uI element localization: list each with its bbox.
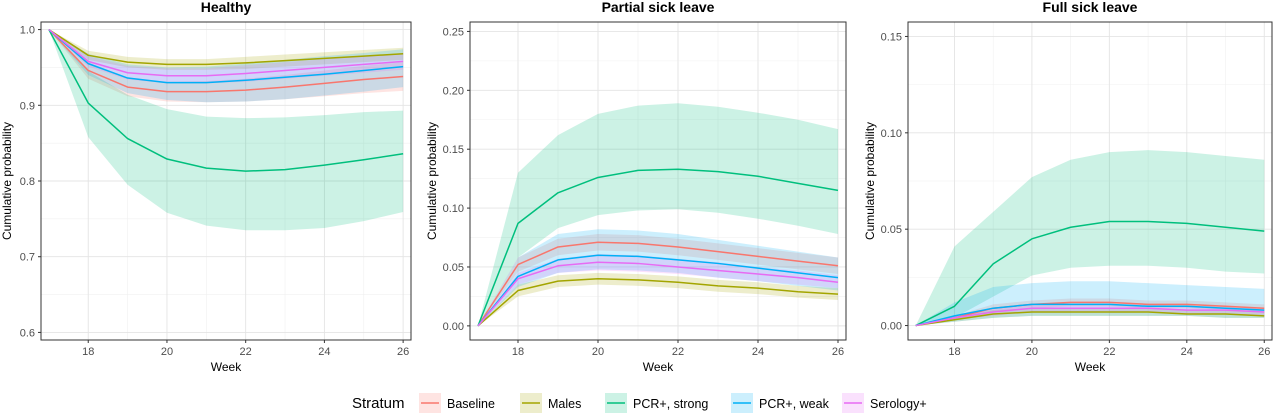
ci-ribbon-baseline <box>915 298 1265 326</box>
series-line-pcr-strong <box>915 220 1265 327</box>
panel-border <box>907 21 1273 341</box>
y-tick-label: 0.05 <box>443 262 464 274</box>
y-tick-label: 0.05 <box>881 224 902 236</box>
panel-border <box>469 21 847 341</box>
y-axis-label: Cumulative probability <box>863 122 877 240</box>
panel-title: Partial sick leave <box>602 0 715 15</box>
panel-full-sick-leave: 0.00 0.05 0.10 0.15 18 20 22 24 26 Full sick leav… <box>863 0 1273 374</box>
x-tick-label: 20 <box>592 346 604 358</box>
legend-item-serology: Serology+ <box>842 393 927 413</box>
x-tick-label: 20 <box>161 346 173 358</box>
y-tick-label: 0.20 <box>443 85 464 97</box>
legend-label: Baseline <box>447 397 495 411</box>
series-line-pcr-weak <box>48 29 404 84</box>
y-tick-label: 0.00 <box>443 321 464 333</box>
y-tick-label: 1.0 <box>20 25 35 37</box>
y-tick-label: 0.6 <box>20 327 35 339</box>
y-tick-label: 0.25 <box>443 26 464 38</box>
x-tick-label: 26 <box>832 346 844 358</box>
panel-healthy: 0.6 0.7 0.8 0.9 1.0 18 20 22 24 26 Healthy Week Cumu… <box>0 0 412 374</box>
x-tick-label: 22 <box>672 346 684 358</box>
series-line-pcr-weak <box>915 303 1265 327</box>
legend-label: Males <box>548 397 581 411</box>
x-tick-label: 18 <box>948 346 960 358</box>
series-line-males <box>48 28 404 66</box>
series-line-baseline <box>915 301 1265 327</box>
legend-title: Stratum <box>352 395 405 412</box>
ci-ribbon-pcr-strong <box>915 150 1265 326</box>
x-axis-label: Week <box>643 360 674 374</box>
series-line-baseline <box>48 29 404 93</box>
series-line-males <box>477 278 839 327</box>
ci-ribbon-males <box>48 29 404 70</box>
panel-partial-sick-leave: 0.00 0.05 0.10 0.15 0.20 0.25 18 20 22 24 26 Partia… <box>425 0 847 374</box>
y-tick-label: 0.8 <box>20 176 35 188</box>
ci-ribbon-serology <box>48 29 404 84</box>
series-line-males <box>915 311 1265 327</box>
y-tick-label: 0.15 <box>443 144 464 156</box>
x-tick-label: 22 <box>1103 346 1115 358</box>
y-axis-label: Cumulative probability <box>425 122 439 240</box>
series-line-baseline <box>477 241 839 327</box>
ci-ribbon-males <box>915 308 1265 326</box>
ci-ribbon-serology <box>478 254 838 326</box>
ci-ribbon-pcr-weak <box>915 281 1265 326</box>
y-tick-label: 0.00 <box>881 321 902 333</box>
x-axis-label: Week <box>1075 360 1106 374</box>
legend-label: Serology+ <box>870 397 927 411</box>
y-tick-label: 0.9 <box>20 100 35 112</box>
legend-item-males: Males <box>520 393 581 413</box>
ci-ribbon-pcr-strong <box>478 103 838 326</box>
x-tick-label: 26 <box>397 346 409 358</box>
ci-ribbon-pcr-weak <box>478 229 838 326</box>
x-axis-label: Week <box>211 360 242 374</box>
y-tick-label: 0.10 <box>443 203 464 215</box>
legend-item-pcr-weak: PCR+, weak <box>731 393 830 413</box>
chart-panels: 0.6 0.7 0.8 0.9 1.0 18 20 22 24 26 Healthy Week Cumu… <box>0 0 1273 374</box>
series-line-pcr-weak <box>477 254 839 327</box>
x-tick-label: 22 <box>240 346 252 358</box>
ci-ribbon-pcr-strong <box>48 29 404 231</box>
series-line-serology <box>915 307 1265 327</box>
series-line-serology <box>477 261 839 327</box>
series-line-serology <box>48 28 404 77</box>
x-tick-label: 20 <box>1026 346 1038 358</box>
y-tick-label: 0.10 <box>881 128 902 140</box>
legend-item-baseline: Baseline <box>419 393 495 413</box>
y-tick-label: 0.7 <box>20 252 35 264</box>
series-line-pcr-strong <box>477 168 839 327</box>
panel-title: Full sick leave <box>1043 0 1138 15</box>
legend-label: PCR+, weak <box>759 397 830 411</box>
x-tick-label: 24 <box>1181 346 1193 358</box>
chart-legend: Stratum Baseline Males PCR+, strong PCR+, we… <box>352 393 927 413</box>
x-tick-label: 18 <box>512 346 524 358</box>
series-line-pcr-strong <box>48 29 404 172</box>
x-tick-label: 24 <box>752 346 764 358</box>
y-axis-label: Cumulative probability <box>0 122 14 240</box>
y-tick-label: 0.15 <box>881 31 902 43</box>
x-tick-label: 18 <box>82 346 94 358</box>
legend-label: PCR+, strong <box>633 397 708 411</box>
x-tick-label: 26 <box>1258 346 1270 358</box>
x-tick-label: 24 <box>318 346 330 358</box>
legend-item-pcr-strong: PCR+, strong <box>605 393 708 413</box>
ci-ribbon-baseline <box>478 234 838 326</box>
ci-ribbon-males <box>478 272 838 326</box>
panel-title: Healthy <box>201 0 252 15</box>
